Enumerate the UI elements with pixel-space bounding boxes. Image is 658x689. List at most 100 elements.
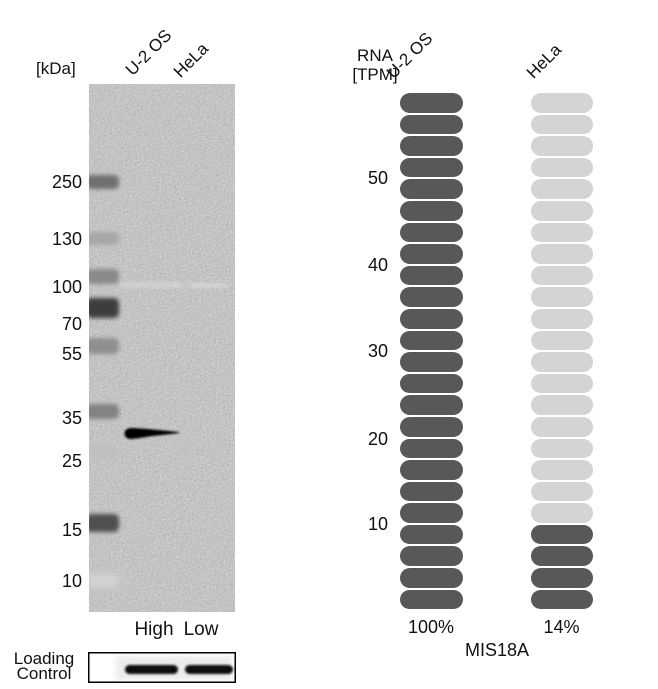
- tpm-segment-column-hela: [531, 93, 593, 610]
- kda-marker-label-15: 15: [61, 520, 82, 540]
- marker-band: [89, 232, 119, 245]
- kda-marker-label-130: 130: [51, 229, 82, 249]
- loading-control-label-line1: Loading: [13, 649, 75, 668]
- marker-band: [89, 514, 119, 532]
- kda-marker-label-250: 250: [51, 172, 82, 192]
- rna-column-label-hela: HeLa: [522, 40, 566, 83]
- tpm-segment: [400, 395, 463, 415]
- tpm-segment: [531, 438, 593, 459]
- tpm-segment: [400, 589, 463, 610]
- tpm-segment: [400, 222, 463, 243]
- tpm-segment: [531, 524, 593, 545]
- rna-tpm-tick-50: 50: [367, 168, 388, 188]
- tpm-segment: [400, 546, 463, 567]
- tpm-segment: [400, 503, 463, 523]
- faint-band: [189, 284, 227, 287]
- tpm-segment: [400, 136, 463, 156]
- tpm-segment: [531, 568, 593, 588]
- kda-marker-label-10: 10: [61, 571, 82, 591]
- tpm-segment: [400, 416, 463, 437]
- expression-level-high-label: High: [134, 619, 174, 640]
- tpm-segment: [400, 568, 463, 588]
- tpm-segment: [531, 352, 593, 372]
- tpm-segment: [531, 287, 593, 307]
- tpm-segment: [531, 589, 593, 610]
- kda-marker-label-35: 35: [61, 408, 82, 428]
- percent-label-u2os: 100%: [407, 617, 455, 637]
- detected-protein-band: [124, 427, 180, 440]
- marker-band: [89, 269, 119, 284]
- percent-label-hela: 14%: [543, 617, 580, 637]
- loading-control-label-line2: Control: [16, 664, 72, 683]
- expression-level-low-label: Low: [183, 619, 219, 640]
- loading-control-bands: [116, 656, 233, 680]
- tpm-segment: [531, 114, 593, 135]
- tpm-segment: [531, 308, 593, 329]
- tpm-segment: [531, 222, 593, 243]
- molecular-weight-marker-bands: [89, 175, 119, 588]
- tpm-segment: [531, 395, 593, 415]
- rna-tpm-tick-10: 10: [367, 514, 388, 534]
- tpm-segment: [400, 157, 463, 178]
- tpm-segment: [531, 373, 593, 394]
- tpm-segment: [531, 93, 593, 113]
- rna-tpm-axis-title-line2: [TPM]: [352, 65, 398, 84]
- tpm-segment: [400, 287, 463, 307]
- tpm-segment-column-u2os: [400, 93, 463, 610]
- marker-band: [89, 298, 119, 318]
- loading-control-band: [125, 665, 178, 674]
- marker-band: [89, 175, 119, 189]
- tpm-segment: [531, 460, 593, 480]
- tpm-segment: [400, 114, 463, 135]
- tpm-segment: [531, 157, 593, 178]
- tpm-segment: [531, 244, 593, 264]
- rna-tpm-tick-40: 40: [367, 255, 388, 275]
- wb-lane-label-hela: HeLa: [169, 39, 213, 82]
- tpm-segment: [400, 438, 463, 459]
- rna-tpm-axis-title: RNA [TPM]: [345, 46, 405, 84]
- loading-control-blot-image: [88, 652, 236, 683]
- loading-control-border: [88, 652, 236, 683]
- tpm-segment: [531, 481, 593, 502]
- tpm-segment: [400, 179, 463, 199]
- tpm-segment: [400, 373, 463, 394]
- tpm-segment: [400, 308, 463, 329]
- wb-lane-label-u2os: U-2 OS: [121, 25, 176, 80]
- tpm-segment: [531, 330, 593, 351]
- rna-tpm-axis-title-line1: RNA: [357, 46, 393, 65]
- tpm-segment: [400, 93, 463, 113]
- loading-control-label: Loading Control: [6, 649, 82, 683]
- kda-unit-label: [kDa]: [36, 59, 76, 78]
- faint-band: [121, 283, 183, 287]
- tpm-segment: [400, 200, 463, 221]
- tpm-segment: [400, 352, 463, 372]
- kda-marker-label-25: 25: [61, 451, 82, 471]
- tpm-segment: [400, 481, 463, 502]
- kda-marker-label-100: 100: [51, 277, 82, 297]
- tpm-segment: [400, 244, 463, 264]
- tpm-segment: [531, 200, 593, 221]
- rna-tpm-tick-30: 30: [367, 341, 388, 361]
- faint-background-bands: [121, 283, 227, 287]
- tpm-segment: [531, 265, 593, 286]
- marker-band: [89, 446, 119, 458]
- tpm-segment: [531, 136, 593, 156]
- loading-control-band: [185, 665, 233, 674]
- tpm-segment: [400, 524, 463, 545]
- tpm-segment: [531, 179, 593, 199]
- gene-name-label: MIS18A: [464, 640, 530, 660]
- tpm-segment: [400, 265, 463, 286]
- tpm-segment: [531, 503, 593, 523]
- tpm-segment: [531, 416, 593, 437]
- rna-tpm-tick-20: 20: [367, 429, 388, 449]
- tpm-segment: [531, 546, 593, 567]
- kda-marker-label-70: 70: [61, 314, 82, 334]
- tpm-segment: [400, 330, 463, 351]
- kda-marker-label-55: 55: [61, 344, 82, 364]
- marker-band: [89, 574, 119, 588]
- tpm-segment: [400, 460, 463, 480]
- marker-band: [89, 404, 119, 419]
- western-blot-image: [89, 84, 235, 612]
- marker-band: [89, 338, 119, 354]
